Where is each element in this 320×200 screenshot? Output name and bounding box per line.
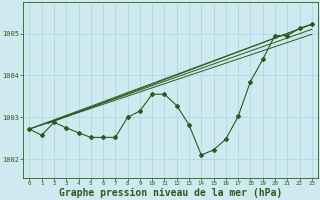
X-axis label: Graphe pression niveau de la mer (hPa): Graphe pression niveau de la mer (hPa)	[59, 188, 282, 198]
